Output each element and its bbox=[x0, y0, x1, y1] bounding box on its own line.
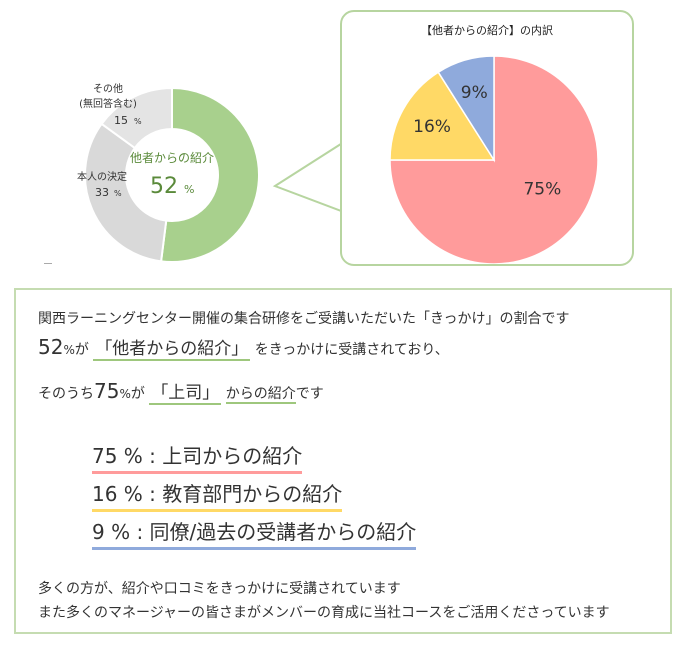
breakdown-line-boss: 75 % : 上司からの紹介 bbox=[92, 440, 303, 474]
pie-slice-education bbox=[389, 71, 496, 161]
highlight-boss: 「上司」 bbox=[149, 383, 222, 405]
pct-75: % bbox=[119, 387, 131, 401]
donut-center-value: 52 bbox=[150, 174, 178, 199]
breakdown-line-education: 16 % : 教育部門からの紹介 bbox=[92, 478, 343, 512]
summary-line-2: 52%が 「他者からの紹介」 をきっかけに受講されており、 bbox=[38, 334, 449, 361]
pie-label-boss: 75% bbox=[523, 179, 561, 199]
summary-line-1: 関西ラーニングセンター開催の集合研修をご受講いただいた「きっかけ」の割合です bbox=[38, 311, 570, 327]
text-kara-shokai: からの紹介 bbox=[225, 386, 296, 404]
donut-slice-referral bbox=[159, 86, 260, 263]
donut-slice-self bbox=[84, 122, 168, 263]
pie-title: 【他者からの紹介】の内訳 bbox=[421, 24, 553, 37]
text-ga-2: が bbox=[130, 386, 145, 402]
footer-line-2: また多くのマネージャーの皆さまがメンバーの育成に当社コースをご活用くださっていま… bbox=[38, 605, 610, 621]
summary-panel: 関西ラーニングセンター開催の集合研修をご受講いただいた「きっかけ」の割合です 5… bbox=[14, 288, 672, 634]
pct-other: % bbox=[134, 117, 142, 126]
footer-line-1: 多くの方が、紹介や口コミをきっかけに受講されています bbox=[38, 581, 401, 597]
donut-chart: 他者からの紹介 52 % その他 (無回答含む) 15 本人の決定 33%% bbox=[77, 82, 260, 263]
text-ga: が bbox=[74, 342, 89, 358]
value-other: 15 bbox=[114, 114, 128, 127]
text-kikkake: をきっかけに受講されており、 bbox=[254, 342, 449, 358]
pct-self: % bbox=[114, 189, 122, 198]
summary-line-3: そのうち75%が 「上司」 からの紹介です bbox=[38, 378, 324, 405]
label-other: その他 bbox=[93, 82, 123, 95]
breakdown-line-colleague: 9 % : 同僚/過去の受講者からの紹介 bbox=[92, 516, 417, 550]
pct-52: % bbox=[63, 343, 75, 357]
pie-chart: 75% 16% 9% bbox=[389, 55, 599, 264]
pie-slice-boss bbox=[389, 55, 599, 264]
value-self: 33 bbox=[95, 186, 109, 199]
highlight-75: 75 bbox=[94, 379, 120, 403]
highlight-52: 52 bbox=[38, 335, 64, 359]
breakdown-panel: 75% 16% 9% 【他者からの紹介】の内訳 bbox=[340, 10, 634, 266]
donut-slice-other bbox=[100, 86, 173, 150]
label-self: 本人の決定 bbox=[77, 170, 127, 183]
pie-label-education: 16% bbox=[413, 117, 451, 137]
label-other-note: (無回答含む) bbox=[79, 97, 137, 110]
divider-mark bbox=[44, 263, 52, 264]
pie-slice-colleague bbox=[437, 55, 495, 163]
pie-label-colleague: 9% bbox=[461, 83, 488, 103]
donut-center-label: 他者からの紹介 bbox=[130, 151, 214, 165]
text-desu: です bbox=[295, 386, 324, 402]
donut-center-pct: % bbox=[184, 183, 194, 196]
text-sonouchi: そのうち bbox=[38, 386, 94, 402]
highlight-referral: 「他者からの紹介」 bbox=[93, 339, 251, 361]
